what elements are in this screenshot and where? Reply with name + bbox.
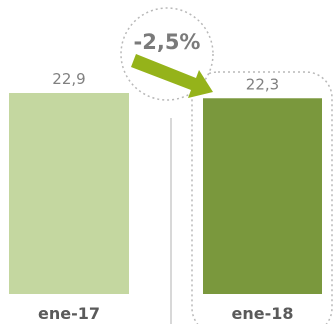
- change-percent-label: -2,5%: [134, 30, 201, 54]
- bar-ene-17: [9, 93, 129, 294]
- category-label-ene-18: ene-18: [232, 304, 294, 323]
- arrow-down-right-icon: [131, 54, 213, 98]
- value-label-group: 22,9 22,3: [52, 70, 279, 93]
- bar-ene-18: [203, 98, 322, 294]
- category-label-group: ene-17 ene-18: [38, 304, 294, 323]
- value-label-ene-17: 22,9: [52, 70, 85, 88]
- bar-group: [9, 93, 322, 294]
- category-label-ene-17: ene-17: [38, 304, 100, 323]
- value-label-ene-18: 22,3: [246, 75, 279, 93]
